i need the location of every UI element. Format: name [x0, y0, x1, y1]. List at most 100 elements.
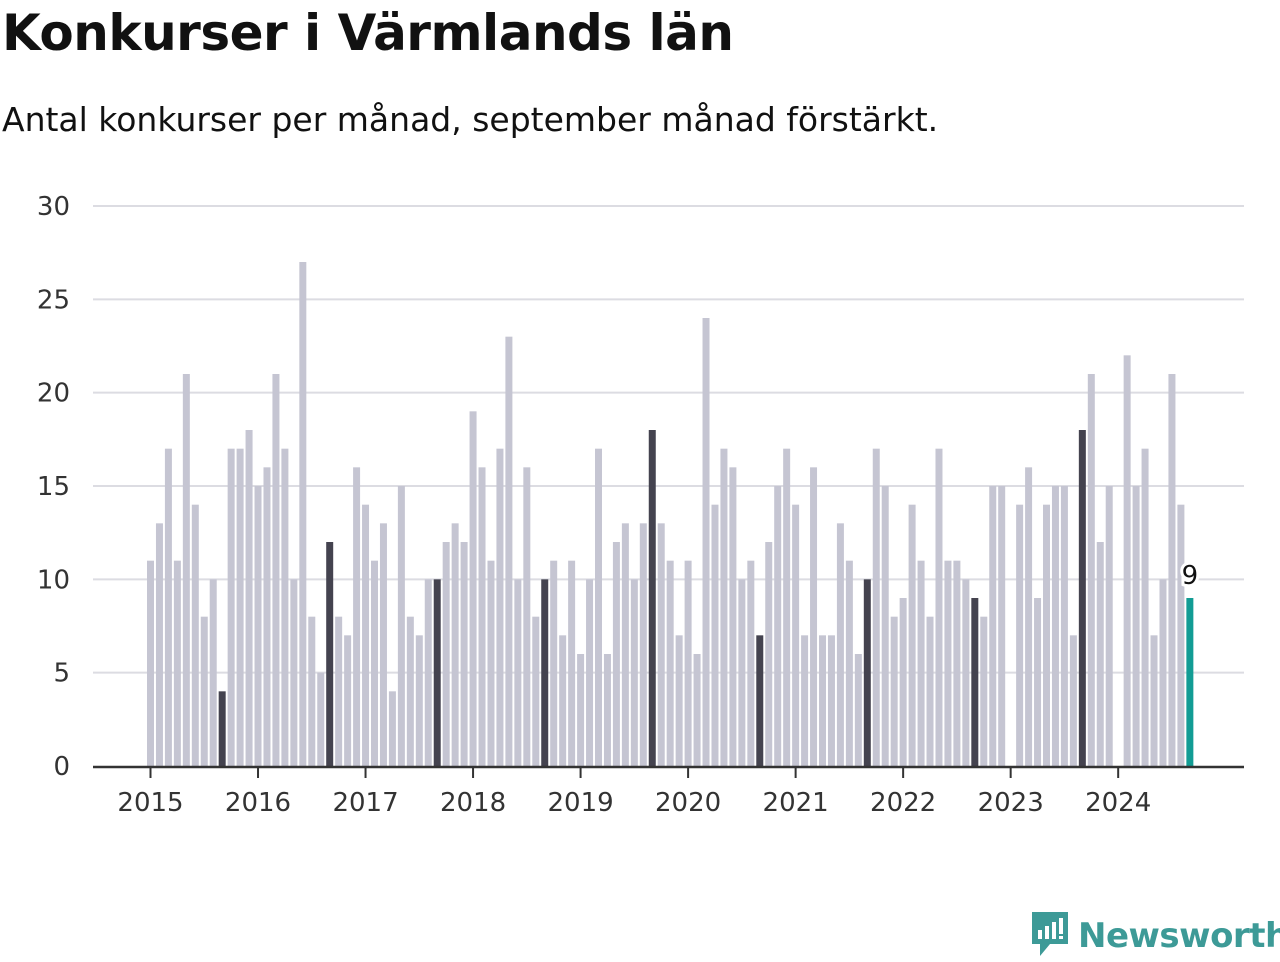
bar — [720, 448, 728, 766]
bar — [1096, 542, 1104, 766]
bar — [693, 654, 701, 766]
bar — [1132, 486, 1140, 766]
bar — [792, 504, 800, 766]
bar — [675, 635, 683, 766]
bar — [147, 560, 154, 766]
bar — [505, 336, 513, 766]
x-tick-label: 2019 — [547, 788, 613, 818]
x-tick-label: 2018 — [440, 788, 506, 818]
bar — [308, 616, 316, 766]
bar — [711, 504, 719, 766]
bar — [568, 560, 576, 766]
bar — [648, 430, 656, 766]
x-tick-label: 2022 — [870, 788, 936, 818]
bar — [657, 523, 665, 766]
bar — [827, 635, 835, 766]
y-tick-label: 0 — [53, 752, 70, 782]
bar — [765, 542, 773, 766]
x-tick-label: 2015 — [117, 788, 183, 818]
labels: 0 5 10 15 20 25 30 9 2015 2016 2017 2018 2019 2020 202… — [37, 192, 1201, 818]
bar — [353, 467, 361, 766]
bar — [854, 654, 862, 766]
bar — [908, 504, 916, 766]
bar — [1186, 598, 1194, 766]
bar — [218, 691, 226, 766]
bar — [245, 430, 253, 766]
bar — [810, 467, 818, 766]
y-tick-label: 10 — [37, 565, 70, 595]
bar — [863, 579, 871, 766]
bar — [281, 448, 289, 766]
bar — [684, 560, 692, 766]
bar — [1043, 504, 1050, 766]
bar — [514, 579, 522, 766]
bar — [612, 542, 620, 766]
x-tick-label: 2024 — [1085, 788, 1151, 818]
bar — [424, 579, 432, 766]
bar — [836, 523, 844, 766]
bar — [1069, 635, 1077, 766]
bar — [586, 579, 594, 766]
bar — [1016, 504, 1024, 766]
bar — [272, 374, 280, 766]
x-tick-label: 2016 — [225, 788, 291, 818]
latest-value-label: 9 — [1182, 561, 1199, 591]
bar — [1034, 598, 1042, 766]
bar — [801, 635, 809, 766]
bar — [756, 635, 764, 766]
y-tick-label: 20 — [37, 379, 70, 409]
bar — [774, 486, 782, 766]
bar — [496, 448, 504, 766]
bar — [953, 560, 961, 766]
bar — [388, 691, 396, 766]
bar — [1060, 486, 1068, 766]
bar — [666, 560, 674, 766]
x-tick-label: 2023 — [978, 788, 1044, 818]
bar — [603, 654, 611, 766]
bar — [164, 448, 172, 766]
bar — [729, 467, 737, 766]
bar — [263, 467, 271, 766]
bar — [173, 560, 181, 766]
y-tick-label: 15 — [37, 472, 70, 502]
bar — [881, 486, 889, 766]
bar — [335, 616, 343, 766]
bar — [890, 616, 898, 766]
bar — [595, 448, 602, 766]
bar — [1141, 448, 1149, 766]
bar — [299, 262, 307, 766]
bar — [182, 374, 190, 766]
chart-subtitle: Antal konkurser per månad, september mån… — [2, 100, 939, 139]
bar — [371, 560, 378, 766]
bar — [227, 448, 235, 766]
bar — [406, 616, 414, 766]
bar — [998, 486, 1006, 766]
bar — [702, 318, 710, 766]
bar — [1051, 486, 1059, 766]
newsworthy-logo-icon — [1030, 910, 1070, 962]
bar — [442, 542, 450, 766]
bar — [1087, 374, 1095, 766]
bar — [845, 560, 853, 766]
bar — [1123, 355, 1131, 766]
bar — [1159, 579, 1167, 766]
bar — [415, 635, 423, 766]
bar — [1025, 467, 1033, 766]
bar — [541, 579, 549, 766]
bar — [460, 542, 468, 766]
bar — [935, 448, 943, 766]
bar — [872, 448, 880, 766]
bar — [1105, 486, 1113, 766]
bar — [344, 635, 352, 766]
bar — [1150, 635, 1158, 766]
bar — [550, 560, 558, 766]
bar — [200, 616, 208, 766]
bar — [236, 448, 244, 766]
bars — [147, 262, 1194, 766]
bar — [971, 598, 979, 766]
bar — [254, 486, 262, 766]
bar — [317, 672, 325, 766]
bar-chart: 0 5 10 15 20 25 30 9 2015 2016 2017 2018 2019 2020 202… — [37, 192, 1244, 818]
bar — [962, 579, 970, 766]
bar — [944, 560, 952, 766]
